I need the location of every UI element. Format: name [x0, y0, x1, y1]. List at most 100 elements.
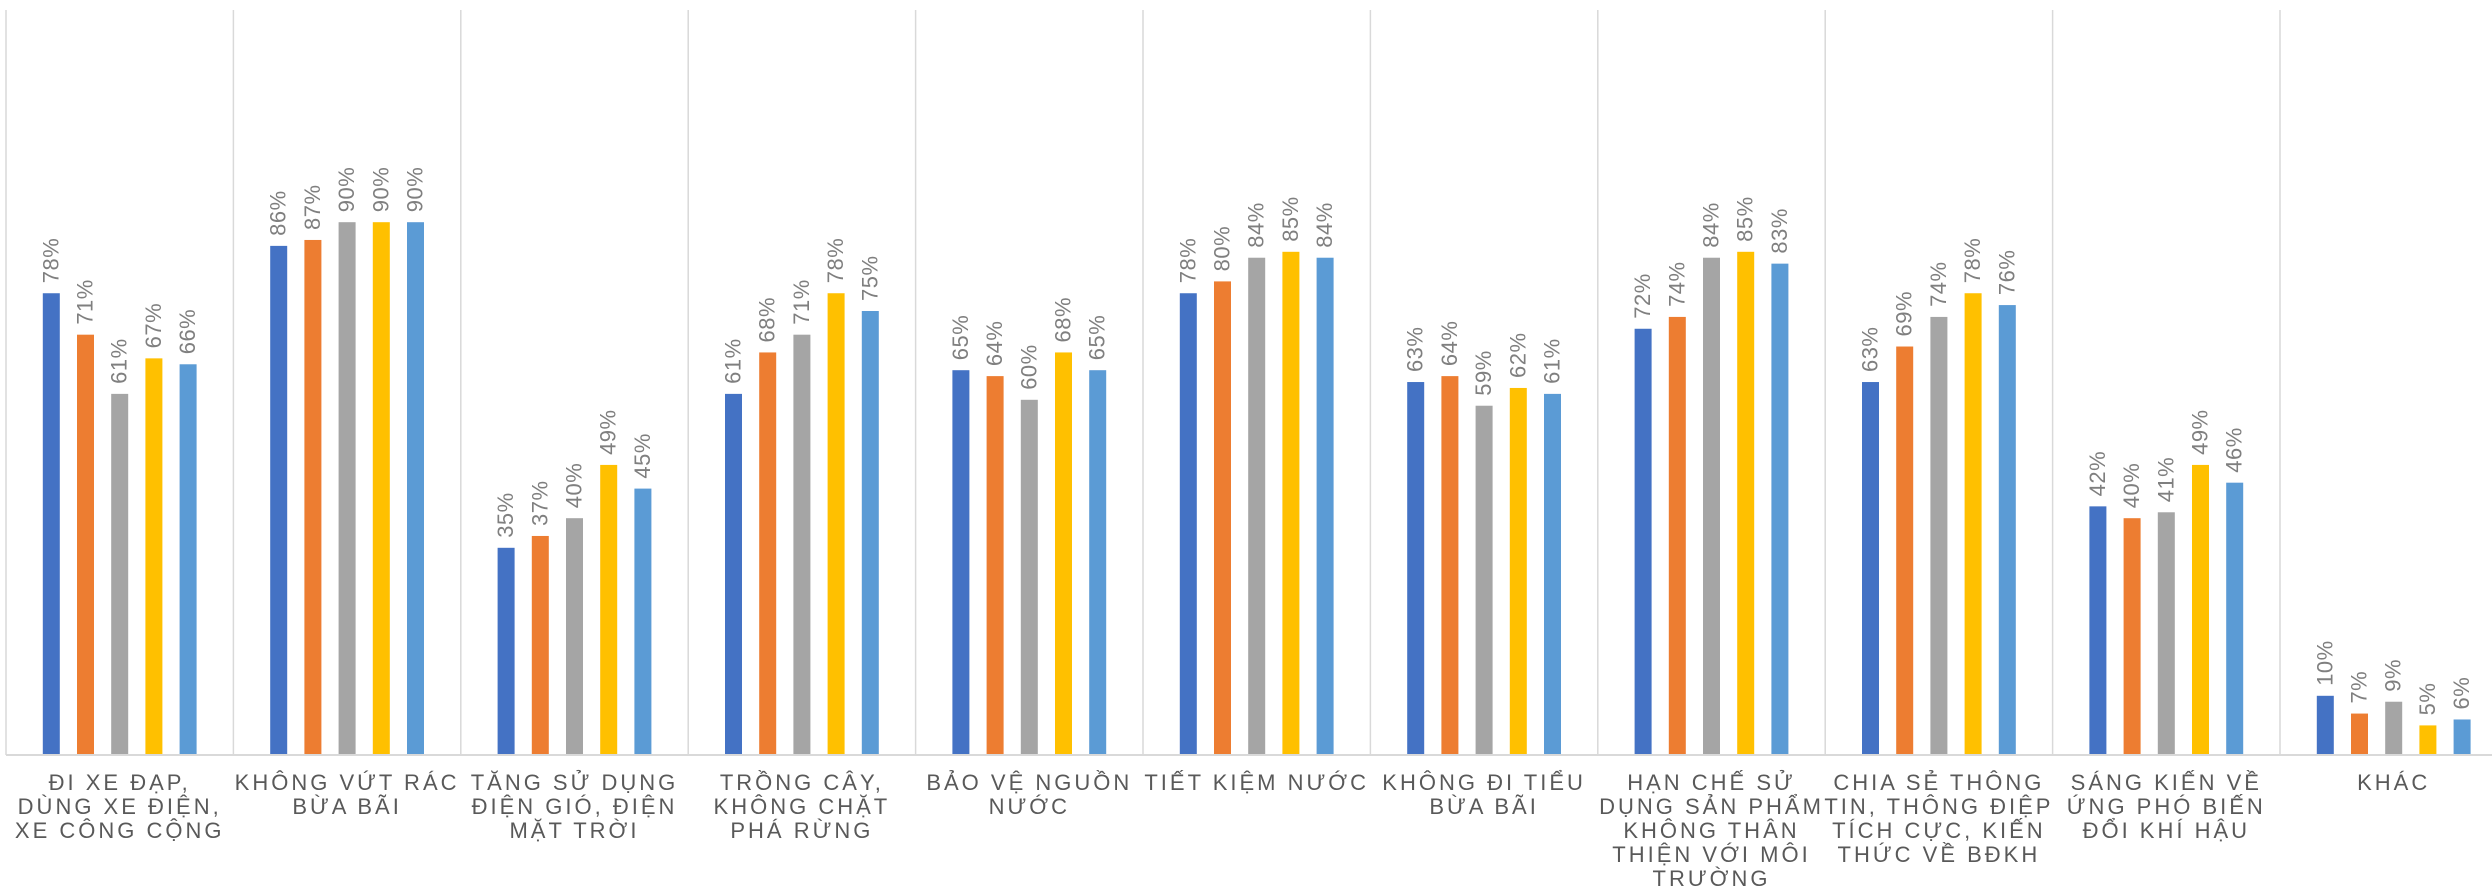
category-label-line: BỪA BÃI: [292, 794, 402, 819]
bar: [952, 370, 970, 755]
data-label: 35%: [493, 492, 518, 538]
bar: [1441, 376, 1459, 755]
bar-series-group: [42, 222, 2471, 756]
data-label: 6%: [2449, 677, 2474, 710]
data-label: 84%: [1312, 202, 1337, 248]
category-label-line: THỨC VỀ BĐKH: [1838, 842, 2041, 867]
data-label: 41%: [2153, 457, 2178, 503]
data-label: 84%: [1699, 202, 1724, 248]
bar: [1282, 251, 1300, 756]
category-label-line: TĂNG SỬ DỤNG: [471, 770, 679, 795]
category-label-line: XE CÔNG CỘNG: [15, 818, 225, 843]
data-label: 67%: [141, 303, 166, 349]
data-label: 9%: [2381, 659, 2406, 692]
category-label-line: CHIA SẺ THÔNG: [1833, 770, 2044, 795]
data-label: 64%: [1437, 321, 1462, 367]
category-label-line: DỤNG SẢN PHẨM: [1599, 794, 1824, 819]
data-label: 66%: [175, 309, 200, 355]
bar: [2123, 518, 2141, 755]
data-label: 65%: [948, 315, 973, 361]
bar: [338, 222, 356, 755]
bar: [566, 518, 583, 755]
category-label: TIẾT KIỆM NƯỚC: [1144, 770, 1369, 795]
category-label-line: ĐỔI KHÍ HẬU: [2083, 818, 2250, 843]
data-label: 45%: [630, 433, 655, 479]
category-label-line: THIỆN VỚI MÔI: [1612, 842, 1810, 867]
bar: [1316, 257, 1334, 755]
data-label: 68%: [1051, 297, 1076, 343]
data-label: 64%: [982, 321, 1007, 367]
data-label: 63%: [1403, 326, 1428, 372]
bar: [2226, 482, 2244, 755]
bar: [497, 547, 515, 755]
category-label-line: TIN, THÔNG ĐIỆP: [1824, 794, 2053, 819]
bar: [2351, 713, 2368, 755]
bar: [2192, 464, 2209, 755]
data-label: 85%: [1733, 196, 1758, 242]
bar: [304, 239, 322, 755]
category-label: BẢO VỆ NGUỒN NƯỚC: [926, 770, 1132, 819]
category-label-line: MẶT TRỜI: [509, 818, 639, 843]
bar: [1862, 382, 1879, 755]
data-label: 42%: [2085, 451, 2110, 497]
bar: [1179, 293, 1197, 755]
category-label-line: BẢO VỆ NGUỒN: [926, 770, 1132, 795]
category-label-line: TRỒNG CÂY,: [720, 770, 884, 795]
bar: [1634, 328, 1652, 755]
data-label: 37%: [527, 480, 552, 526]
data-label: 10%: [2312, 640, 2337, 686]
category-label: ĐI XE ĐẠP, DÙNG XE ĐIỆN, XE CÔNG CỘNG: [15, 770, 225, 843]
data-label: 78%: [1960, 238, 1985, 284]
bar: [2316, 695, 2334, 755]
data-label: 76%: [1994, 250, 2019, 296]
category-label: TĂNG SỬ DỤNG ĐIỆN GIÓ, ĐIỆN MẶT TRỜI: [471, 770, 679, 843]
category-label-line: TIẾT KIỆM NƯỚC: [1144, 770, 1369, 795]
data-label: 60%: [1016, 344, 1041, 390]
data-label: 61%: [107, 338, 132, 384]
data-label: 78%: [1175, 238, 1200, 284]
data-label: 59%: [1471, 350, 1496, 396]
data-label: 87%: [300, 184, 325, 230]
bar: [634, 488, 652, 755]
category-separators: [5, 10, 2281, 755]
data-label: 75%: [857, 255, 882, 301]
data-label: 90%: [334, 167, 359, 213]
bar: [1964, 293, 1982, 755]
category-label-line: DÙNG XE ĐIỆN,: [18, 794, 222, 819]
bar: [531, 535, 549, 755]
bar: [1020, 399, 1038, 755]
data-label: 62%: [1505, 332, 1530, 378]
bar: [2453, 719, 2471, 755]
bar: [600, 464, 618, 755]
data-label: 5%: [2415, 683, 2440, 716]
bar: [1248, 257, 1266, 755]
bar: [2089, 506, 2107, 755]
data-label: 71%: [789, 279, 814, 325]
data-label: 80%: [1210, 226, 1235, 272]
data-label: 78%: [38, 238, 63, 284]
data-label: 40%: [562, 463, 587, 509]
data-label: 71%: [73, 279, 98, 325]
bar: [986, 376, 1004, 755]
bar: [270, 245, 288, 755]
data-label: 69%: [1892, 291, 1917, 337]
category-label: KHÔNG VỨT RÁC BỪA BÃI: [235, 770, 460, 819]
data-label: 85%: [1278, 196, 1303, 242]
data-label: 68%: [755, 297, 780, 343]
bar: [759, 352, 777, 755]
bar: [1930, 316, 1948, 755]
category-label-line: NƯỚC: [989, 794, 1070, 819]
category-label: KHÁC: [2357, 770, 2430, 795]
bar: [1214, 281, 1231, 755]
data-labels-group: 78% 71% 61% 67% 66% 86% 87% 90% 90% 90% 35% 37% 40% 4…: [38, 167, 2474, 716]
category-label: CHIA SẺ THÔNG TIN, THÔNG ĐIỆP TÍCH CỰC, KI…: [1824, 770, 2053, 867]
bar: [1737, 251, 1755, 756]
bar: [111, 393, 129, 755]
data-label: 86%: [266, 190, 291, 236]
data-label: 63%: [1858, 326, 1883, 372]
bar: [1544, 393, 1561, 755]
data-label: 83%: [1767, 208, 1792, 254]
data-label: 61%: [1540, 338, 1565, 384]
bar: [861, 311, 879, 755]
